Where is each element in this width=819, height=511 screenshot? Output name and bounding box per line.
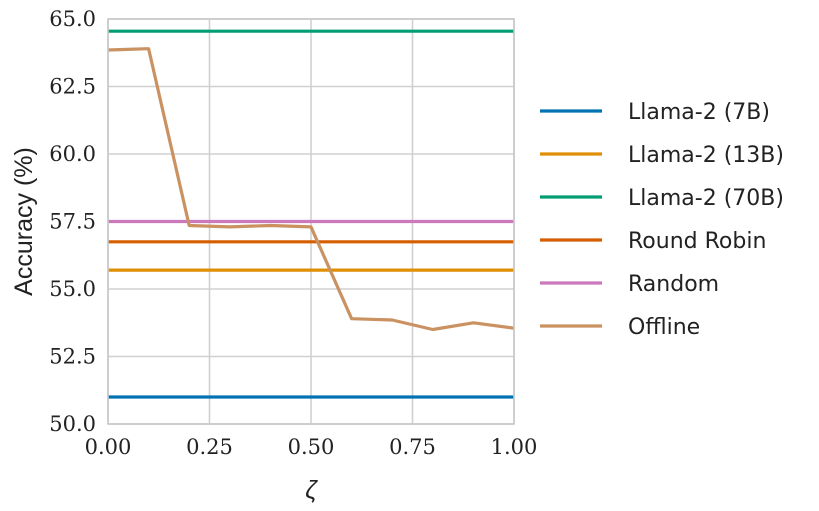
y-tick-label: 55.0 <box>49 277 96 301</box>
legend-label: Offline <box>628 315 700 340</box>
x-tick-label: 0.25 <box>186 435 233 459</box>
y-tick-label: 57.5 <box>49 210 96 234</box>
plot-frame <box>107 18 515 425</box>
y-tick-label: 60.0 <box>49 142 96 166</box>
series-lines <box>107 29 515 399</box>
legend-item-random: Random <box>540 272 719 297</box>
x-tick-label: 0.00 <box>85 435 132 459</box>
y-axis-title: Accuracy (%) <box>10 147 38 296</box>
legend-item-llama-2-13b: Llama-2 (13B) <box>540 143 784 168</box>
x-tick-label: 0.50 <box>288 435 335 459</box>
legend-label: Llama-2 (13B) <box>628 143 784 168</box>
legend: Llama-2 (7B) Llama-2 (13B) Llama-2 (70B) Ro… <box>540 100 784 340</box>
y-tick-label: 65.0 <box>49 7 96 31</box>
legend-label: Random <box>628 272 719 297</box>
legend-item-offline: Offline <box>540 315 700 340</box>
x-tick-label: 0.75 <box>389 435 436 459</box>
legend-label: Round Robin <box>628 229 766 254</box>
series-line-offline <box>107 47 515 332</box>
x-tick-label: 1.00 <box>491 435 538 459</box>
legend-label: Llama-2 (70B) <box>628 186 784 211</box>
y-tick-label: 50.0 <box>49 412 96 436</box>
tick-labels: 0.00 0.25 0.50 0.75 1.00 50.0 52.5 55.0 57.5 60.0… <box>49 7 537 459</box>
legend-item-round-robin: Round Robin <box>540 229 766 254</box>
legend-item-llama-2-70b: Llama-2 (70B) <box>540 186 784 211</box>
x-axis-title: ζ <box>305 476 318 504</box>
legend-label: Llama-2 (7B) <box>628 100 770 125</box>
legend-item-llama-2-7b: Llama-2 (7B) <box>540 100 770 125</box>
y-tick-label: 52.5 <box>49 345 96 369</box>
y-tick-label: 62.5 <box>49 75 96 99</box>
